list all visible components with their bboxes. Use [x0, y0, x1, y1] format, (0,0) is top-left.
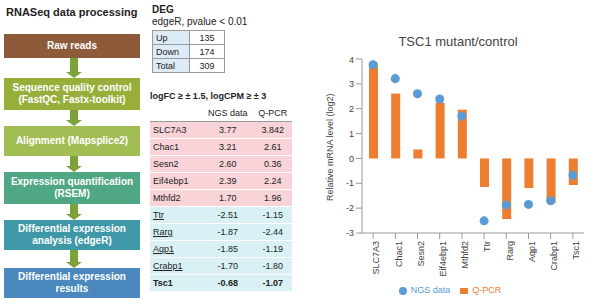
- html-text:2.60: 2.60: [219, 159, 237, 169]
- html-text:174: 174: [199, 46, 215, 57]
- svg-text:Relative mRNA level (log2): Relative mRNA level (log2): [325, 93, 335, 201]
- html-text:-1.70: -1.70: [217, 261, 238, 271]
- html-text:Sequence quality control (Fast: Sequence quality control (FastQC, Fastx-…: [12, 82, 132, 105]
- html-text:DEG: DEG: [152, 4, 174, 15]
- html-text:Ttr: Ttr: [153, 210, 164, 220]
- html-text:Q-PCR: Q-PCR: [472, 285, 502, 295]
- html-text:0.36: 0.36: [264, 159, 282, 169]
- html-text:Up: Up: [156, 32, 168, 43]
- html-text:logFC ≥ ± 1.5, logCPM ≥ ± 3: logFC ≥ ± 1.5, logCPM ≥ ± 3: [150, 91, 267, 101]
- svg-text:Chac1: Chac1: [394, 241, 404, 267]
- svg-text:3: 3: [349, 79, 354, 89]
- html-text:309: 309: [199, 60, 215, 71]
- html-text:Mthfd2: Mthfd2: [153, 193, 181, 203]
- html-text:Differential expression result: Differential expression results: [18, 271, 126, 294]
- html-text:Sesn2: Sesn2: [153, 159, 179, 169]
- svg-text:Eif4ebp1: Eif4ebp1: [438, 241, 448, 277]
- html-text:-1.85: -1.85: [217, 244, 238, 254]
- html-text:Alignment (Mapsplice2): Alignment (Mapsplice2): [15, 135, 129, 146]
- html-text:2.61: 2.61: [264, 142, 282, 152]
- svg-text:Aqp1: Aqp1: [527, 241, 537, 262]
- html-text:3.842: 3.842: [261, 125, 284, 135]
- svg-text:Rarg: Rarg: [505, 241, 515, 261]
- html-text:-2.44: -2.44: [262, 227, 283, 237]
- svg-text:Mthfd2: Mthfd2: [460, 241, 470, 269]
- html-text:NGS data: NGS data: [208, 107, 248, 118]
- svg-text:-3: -3: [346, 228, 354, 238]
- html-text:Chac1: Chac1: [153, 142, 179, 152]
- html-text:-2.51: -2.51: [217, 210, 238, 220]
- svg-text:Ttr: Ttr: [482, 241, 492, 252]
- svg-text:Sesn2: Sesn2: [416, 241, 426, 267]
- svg-text:Tsc1: Tsc1: [571, 241, 581, 260]
- html-text:1.96: 1.96: [264, 193, 282, 203]
- html-text:-1.15: -1.15: [262, 210, 283, 220]
- html-text:Q-PCR: Q-PCR: [258, 107, 288, 118]
- svg-text:0: 0: [349, 154, 354, 164]
- html-text:Differential expression analys: Differential expression analysis (edgeR): [18, 223, 126, 246]
- html-text:-1.80: -1.80: [262, 261, 283, 271]
- svg-text:2: 2: [349, 104, 354, 114]
- html-text:Crabp1: Crabp1: [153, 261, 183, 271]
- html-text:Raw reads: Raw reads: [47, 40, 97, 51]
- html-text:Eif4ebp1: Eif4ebp1: [153, 176, 189, 186]
- html-text:-1.19: -1.19: [262, 244, 283, 254]
- html-text:Tsc1: Tsc1: [153, 278, 173, 288]
- html-text:135: 135: [199, 32, 215, 43]
- html-text:Down: Down: [156, 46, 179, 57]
- html-text:-1.07: -1.07: [262, 278, 283, 288]
- html-text:Rarg: Rarg: [153, 227, 173, 237]
- html-text:Aqp1: Aqp1: [153, 244, 174, 254]
- html-text:NGS data: NGS data: [410, 285, 451, 295]
- html-text:1.70: 1.70: [219, 193, 237, 203]
- html-text:-1.87: -1.87: [217, 227, 238, 237]
- html-text:-0.68: -0.68: [217, 278, 238, 288]
- html-text:RNASeq data processing: RNASeq data processing: [6, 6, 138, 18]
- svg-text:-2: -2: [346, 203, 354, 213]
- html-text:Expression quantification (RSE: Expression quantification (RSEM): [10, 176, 134, 199]
- html-text:3.21: 3.21: [219, 142, 237, 152]
- html-text:Total: Total: [156, 60, 175, 71]
- html-text:2.24: 2.24: [264, 176, 282, 186]
- svg-text:1: 1: [349, 129, 354, 139]
- svg-text:SLC7A3: SLC7A3: [371, 241, 381, 275]
- svg-text:4: 4: [349, 55, 354, 65]
- html-text:TSC1 mutant/control: TSC1 mutant/control: [398, 34, 518, 49]
- html-text:edgeR, pvalue < 0.01: edgeR, pvalue < 0.01: [152, 16, 248, 27]
- html-text:SLC7A3: SLC7A3: [153, 125, 187, 135]
- svg-text:Crabp1: Crabp1: [549, 241, 559, 271]
- html-text:3.77: 3.77: [219, 125, 237, 135]
- html-text:2.39: 2.39: [219, 176, 237, 186]
- svg-text:-1: -1: [346, 178, 354, 188]
